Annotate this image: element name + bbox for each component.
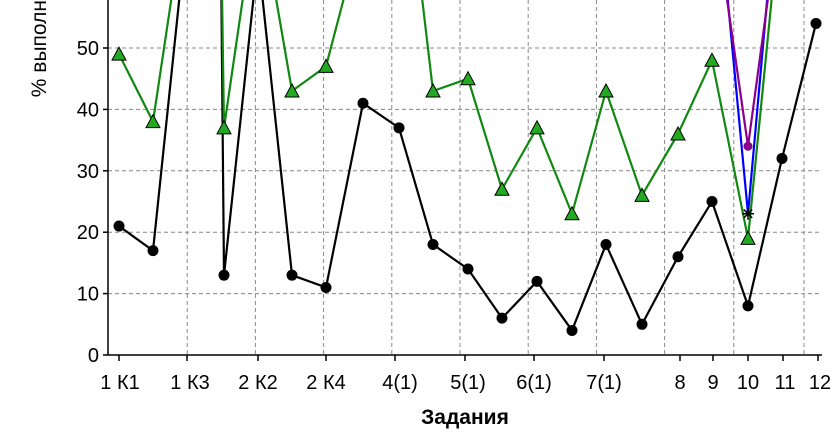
data-point (636, 318, 648, 330)
data-point (740, 230, 756, 245)
series-line (118, 0, 818, 333)
x-tick-label: 8 (674, 372, 685, 394)
data-point (564, 205, 580, 221)
y-tick-label: 30 (77, 161, 99, 183)
x-tick-label: 2 К4 (306, 372, 345, 394)
data-point (742, 207, 754, 220)
data-point (706, 196, 718, 207)
data-point (111, 46, 127, 61)
x-tick-label: 2 К2 (238, 372, 277, 394)
data-point (810, 17, 822, 29)
data-point (286, 269, 298, 281)
data-point (216, 119, 232, 135)
grid-lines (108, 0, 822, 355)
data-point (742, 300, 754, 312)
data-point (704, 52, 720, 67)
y-tick-label: 40 (77, 99, 99, 121)
data-point (460, 70, 476, 86)
data-point (496, 312, 508, 324)
data-point (600, 238, 612, 250)
data-point (320, 281, 332, 293)
series-0 (113, 0, 822, 336)
data-point (218, 269, 230, 281)
y-tick-label: 0 (88, 345, 99, 367)
data-point (776, 153, 788, 165)
data-point (145, 113, 161, 129)
series-2 (726, 0, 769, 220)
x-tick-label: 5(1) (450, 372, 486, 394)
data-point (672, 251, 684, 263)
data-point (425, 82, 441, 98)
data-point (393, 122, 405, 134)
x-axis-title: Задания (421, 406, 509, 429)
data-point (284, 82, 300, 98)
series-1 (111, 0, 773, 245)
data-point (529, 119, 545, 135)
x-tick-label: 4(1) (382, 372, 418, 394)
data-point (494, 181, 510, 196)
data-point (634, 187, 650, 202)
y-tick-label: 50 (77, 38, 99, 60)
x-tick-label: 6(1) (516, 372, 552, 394)
x-axis-ticks: 1 К1 1 К3 2 К2 2 К4 4(1) 5(1) 6(1) 7(1) 8 9 10 11 12 (100, 355, 831, 394)
data-point (566, 324, 578, 336)
data-point (427, 238, 439, 250)
data-point (743, 141, 753, 151)
data-point (357, 97, 369, 109)
data-point (462, 263, 474, 275)
series-3 (725, 0, 769, 151)
x-tick-label: 12 (809, 372, 831, 394)
data-point (318, 58, 334, 73)
series-layer (111, 0, 822, 336)
data-point (531, 275, 543, 287)
x-tick-label: 1 К1 (100, 372, 139, 394)
x-tick-label: 7(1) (586, 372, 622, 394)
x-tick-label: 11 (775, 372, 796, 394)
data-point (113, 220, 125, 232)
y-axis-title: % выполн (28, 0, 51, 97)
x-tick-label: 9 (707, 372, 718, 394)
x-tick-label: 10 (737, 372, 759, 394)
data-point (598, 82, 614, 98)
data-point (670, 125, 686, 141)
x-tick-label: 1 К3 (170, 372, 209, 394)
y-tick-label: 20 (77, 222, 99, 244)
data-point (147, 245, 159, 257)
plot-area (108, 0, 822, 355)
y-tick-label: 10 (77, 284, 99, 306)
y-axis-ticks: 0 10 20 30 40 50 (77, 38, 108, 367)
